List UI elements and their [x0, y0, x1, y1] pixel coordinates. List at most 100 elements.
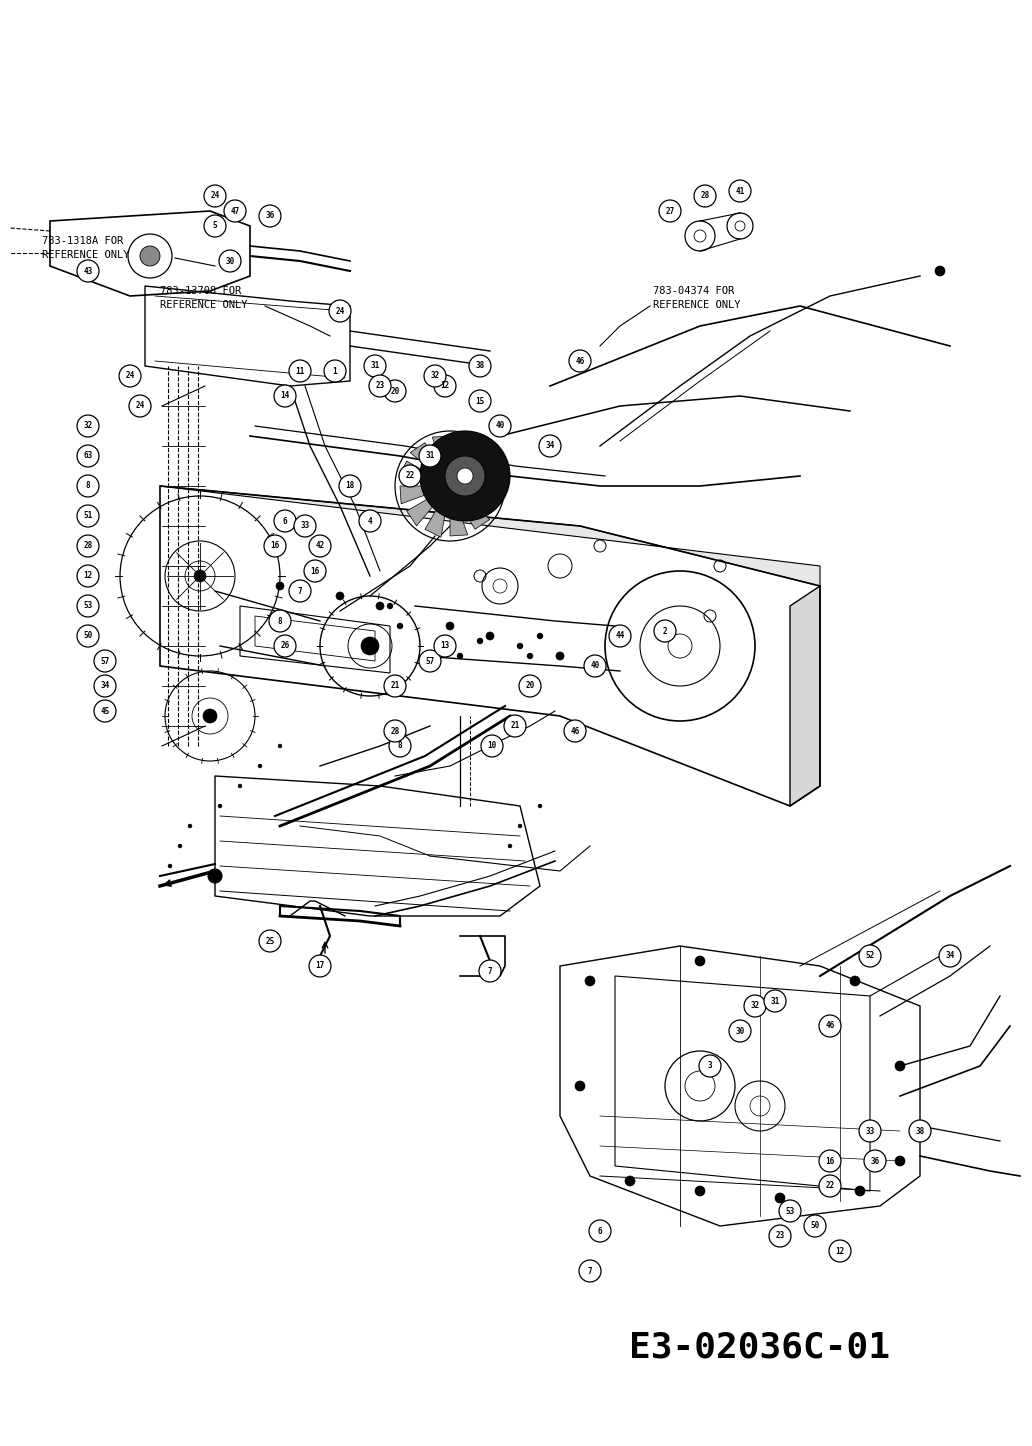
Text: 32: 32 [84, 421, 93, 431]
Text: 1: 1 [332, 366, 337, 376]
Circle shape [819, 1176, 841, 1197]
Circle shape [420, 431, 510, 521]
Text: 40: 40 [590, 661, 600, 671]
Polygon shape [791, 586, 820, 805]
Text: 8: 8 [278, 616, 283, 626]
Text: 38: 38 [476, 362, 485, 370]
Circle shape [538, 804, 542, 808]
Text: 46: 46 [576, 357, 584, 366]
Circle shape [859, 946, 881, 967]
Circle shape [208, 869, 222, 884]
Circle shape [376, 602, 384, 610]
Text: 20: 20 [390, 386, 399, 396]
Circle shape [397, 623, 404, 629]
Circle shape [338, 474, 361, 497]
Text: 27: 27 [666, 207, 675, 215]
Circle shape [486, 632, 494, 641]
Text: 43: 43 [84, 266, 93, 276]
Text: 12: 12 [84, 571, 93, 580]
Circle shape [384, 380, 406, 402]
Text: 2: 2 [663, 626, 668, 635]
Circle shape [304, 560, 326, 581]
Text: 12: 12 [835, 1246, 844, 1255]
Text: 57: 57 [100, 656, 109, 665]
Circle shape [389, 735, 411, 758]
Circle shape [178, 844, 182, 847]
Text: 21: 21 [390, 681, 399, 691]
Circle shape [469, 356, 491, 377]
Circle shape [654, 620, 676, 642]
Circle shape [276, 581, 284, 590]
Text: 31: 31 [770, 996, 779, 1005]
Circle shape [361, 638, 379, 655]
Circle shape [477, 638, 483, 643]
Circle shape [278, 745, 282, 748]
Circle shape [850, 976, 860, 986]
Polygon shape [450, 496, 467, 536]
Text: 34: 34 [945, 951, 955, 960]
Text: 34: 34 [545, 441, 554, 451]
Polygon shape [407, 492, 443, 526]
Circle shape [625, 1176, 635, 1186]
Circle shape [585, 976, 595, 986]
Circle shape [329, 299, 351, 322]
Circle shape [77, 474, 99, 497]
Circle shape [935, 266, 945, 276]
Text: 40: 40 [495, 421, 505, 431]
Circle shape [527, 654, 533, 659]
Circle shape [659, 200, 681, 223]
Text: 21: 21 [511, 722, 520, 730]
Circle shape [309, 535, 331, 557]
Text: 7: 7 [587, 1267, 592, 1275]
Text: 15: 15 [476, 396, 485, 405]
Circle shape [434, 635, 456, 656]
Circle shape [589, 1220, 611, 1242]
Circle shape [384, 675, 406, 697]
Polygon shape [425, 495, 448, 538]
Text: 47: 47 [230, 207, 239, 215]
Circle shape [434, 375, 456, 398]
Circle shape [694, 185, 716, 207]
Text: 24: 24 [335, 307, 345, 315]
Text: 25: 25 [265, 937, 275, 946]
Circle shape [269, 610, 291, 632]
Text: 22: 22 [406, 471, 415, 480]
Polygon shape [398, 461, 442, 484]
Text: 20: 20 [525, 681, 535, 691]
Circle shape [219, 250, 241, 272]
Circle shape [819, 1015, 841, 1037]
Circle shape [729, 1019, 751, 1043]
Text: 23: 23 [775, 1232, 784, 1241]
Circle shape [384, 720, 406, 742]
Polygon shape [160, 486, 820, 586]
Circle shape [508, 844, 512, 847]
Text: 16: 16 [270, 541, 280, 551]
Text: 18: 18 [346, 482, 355, 490]
Circle shape [77, 594, 99, 617]
Text: 14: 14 [281, 392, 290, 401]
Circle shape [77, 415, 99, 437]
Circle shape [775, 1193, 785, 1203]
Circle shape [258, 763, 262, 768]
Text: 3: 3 [708, 1061, 712, 1070]
Text: 31: 31 [425, 451, 434, 460]
Text: 6: 6 [283, 516, 287, 525]
Text: 53: 53 [84, 602, 93, 610]
Circle shape [446, 622, 454, 630]
Text: 32: 32 [750, 1002, 760, 1011]
Text: 32: 32 [430, 372, 440, 380]
Polygon shape [458, 447, 493, 482]
Circle shape [119, 364, 141, 388]
Text: 7: 7 [297, 587, 302, 596]
Circle shape [744, 995, 766, 1017]
Text: 41: 41 [736, 187, 745, 195]
Circle shape [469, 390, 491, 412]
Text: 42: 42 [316, 541, 325, 551]
Text: 5: 5 [213, 221, 218, 230]
Text: 10: 10 [487, 742, 496, 750]
Circle shape [77, 445, 99, 467]
Text: 38: 38 [915, 1126, 925, 1135]
Text: 8: 8 [397, 742, 402, 750]
Text: 50: 50 [84, 632, 93, 641]
Circle shape [294, 515, 316, 536]
